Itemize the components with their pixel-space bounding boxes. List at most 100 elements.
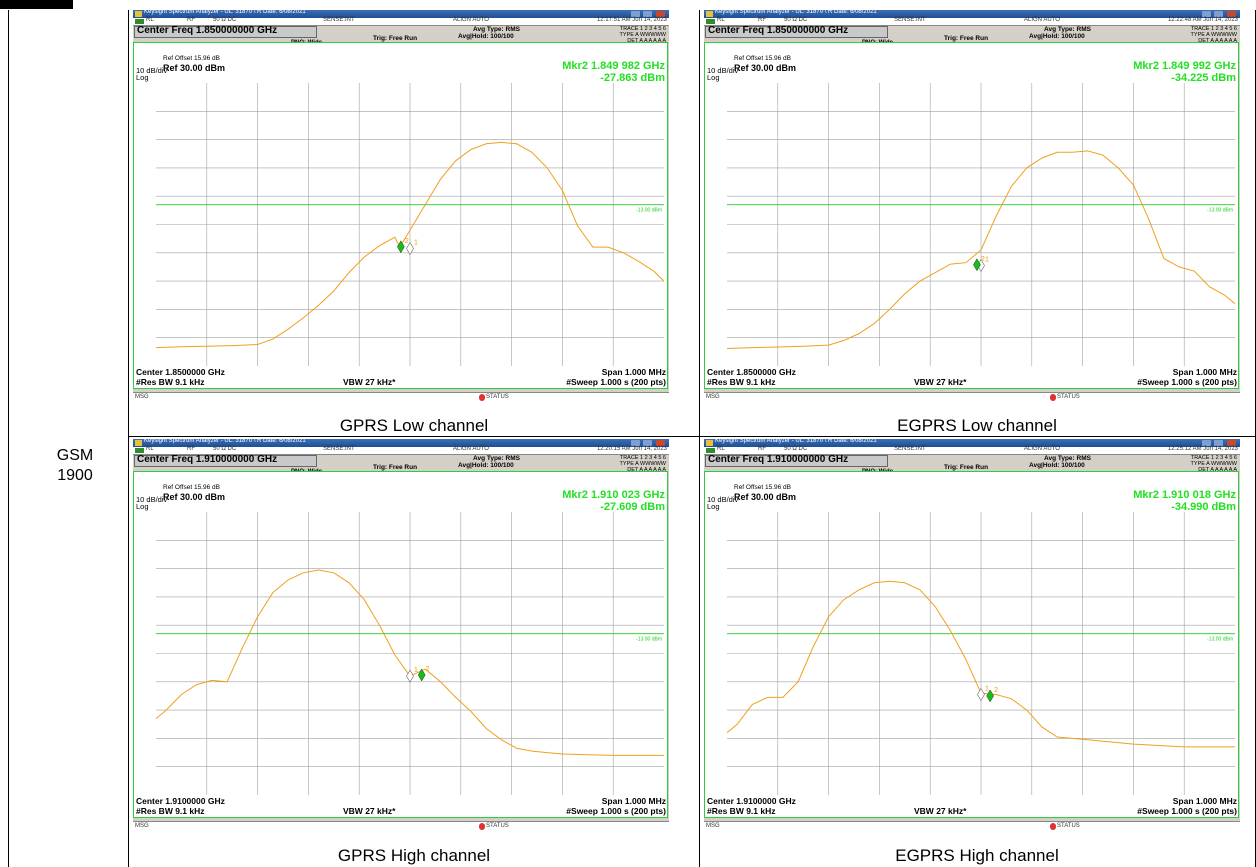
status-icon	[1050, 394, 1056, 401]
marker-1-diamond	[406, 669, 414, 683]
span-label: Span 1.000 MHz	[1172, 796, 1237, 806]
status-label: STATUS	[486, 823, 509, 829]
sweep-label: #Sweep 1.000 s (200 pts)	[1137, 806, 1237, 816]
center-label: Center 1.9100000 GHz	[707, 796, 796, 806]
center-freq-box[interactable]	[705, 455, 888, 467]
timestamp: 12:20:15 AM Jun 14, 2023	[596, 446, 667, 452]
spectrum-plot: 20.010.00.00-10.0-20.0-30.0-40.0-50.0-60…	[727, 83, 1235, 366]
sense-indicator: SENSE:INT	[894, 446, 926, 452]
type-indicator: TYPE A WWWWW	[1190, 32, 1237, 38]
vbw-label: VBW 27 kHz*	[914, 806, 967, 816]
scale-per-div: 10 dB/div	[136, 66, 168, 75]
ref-offset: Ref Offset 15.96 dB	[734, 484, 791, 491]
maximize-button[interactable]	[1214, 11, 1223, 17]
table-border-mid	[128, 436, 1256, 437]
minimize-button[interactable]	[1202, 11, 1211, 17]
marker-2-diamond	[973, 258, 981, 272]
res-bw-label: #Res BW 9.1 kHz	[707, 377, 776, 387]
minimize-button[interactable]	[631, 440, 640, 446]
marker-level: -27.609 dBm	[600, 501, 665, 513]
spectrum-plot: 20.010.00.00-10.0-20.0-30.0-40.0-50.0-60…	[156, 83, 664, 366]
center-freq-title: Center Freq 1.910000000 GHz	[708, 454, 849, 465]
close-button[interactable]	[656, 440, 665, 446]
timestamp: 12:25:12 AM Jun 14, 2023	[1167, 446, 1238, 452]
window-title: Keysight Spectrum Analyzer - UL: 31870 \…	[715, 10, 877, 15]
sense-indicator: SENSE:INT	[323, 446, 355, 452]
log-scale-label: Log	[707, 502, 720, 511]
maximize-button[interactable]	[643, 440, 652, 446]
window-titlebar: Keysight Spectrum Analyzer - UL: 31870 \…	[704, 10, 1240, 18]
timestamp: 12:17:51 AM Jun 14, 2023	[596, 17, 667, 23]
table-border-middle	[699, 10, 700, 867]
impedance-indicator: 50 Ω DC	[213, 446, 237, 452]
vbw-label: VBW 27 kHz*	[343, 806, 396, 816]
ref-level: Ref 30.00 dBm	[163, 492, 226, 502]
res-bw-label: #Res BW 9.1 kHz	[707, 806, 776, 816]
band-label-line2: 1900	[57, 467, 93, 484]
maximize-button[interactable]	[1214, 440, 1223, 446]
type-indicator: TYPE A WWWWW	[1190, 461, 1237, 467]
window-titlebar: Keysight Spectrum Analyzer - UL: 31870 \…	[704, 439, 1240, 447]
caption-egprs-high: EGPRS High channel	[895, 846, 1059, 865]
window-title: Keysight Spectrum Analyzer - UL: 31870 \…	[715, 439, 877, 444]
avg-type-label: Avg Type: RMS	[1044, 455, 1091, 462]
impedance-indicator: 50 Ω DC	[213, 17, 237, 23]
trace-line	[156, 141, 664, 349]
corner-tab	[0, 0, 73, 9]
app-icon	[135, 11, 142, 17]
marker-level: -27.863 dBm	[600, 72, 665, 84]
det-indicator: DET A A A A A A	[627, 467, 666, 473]
marker-2-label: 2	[426, 666, 430, 673]
avg-hold-label: Avg|Hold: 100/100	[1029, 462, 1085, 469]
timestamp: 12:22:48 AM Jun 14, 2023	[1167, 17, 1238, 23]
center-freq-box[interactable]	[134, 455, 317, 467]
ref-level: Ref 30.00 dBm	[734, 492, 797, 502]
status-icon	[479, 823, 485, 830]
status-label: STATUS	[1057, 823, 1080, 829]
instrument-status-line: RL RF 50 Ω DC SENSE:INT ALIGN AUTO 12:20:15 A…	[133, 446, 669, 455]
maximize-button[interactable]	[643, 11, 652, 17]
center-label: Center 1.9100000 GHz	[136, 796, 225, 806]
marker-2-label: 2	[994, 687, 998, 694]
ref-offset: Ref Offset 15.96 dB	[163, 484, 220, 491]
res-bw-label: #Res BW 9.1 kHz	[136, 377, 205, 387]
rl-indicator: RL	[146, 446, 154, 452]
status-label: STATUS	[486, 394, 509, 400]
trace-indicator: TRACE 1 2 3 4 5 6	[619, 26, 666, 32]
avg-type-label: Avg Type: RMS	[1044, 26, 1091, 33]
avg-hold-label: Avg|Hold: 100/100	[458, 33, 514, 40]
status-icon	[1050, 823, 1056, 830]
msg-label: MSG	[706, 394, 720, 400]
minimize-button[interactable]	[631, 11, 640, 17]
marker-2-label: 2	[981, 256, 985, 263]
sweep-label: #Sweep 1.000 s (200 pts)	[566, 806, 666, 816]
minimize-button[interactable]	[1202, 440, 1211, 446]
marker-1-label: 1	[414, 240, 418, 247]
lxi-badge	[135, 19, 144, 24]
center-freq-box[interactable]	[705, 26, 888, 38]
close-button[interactable]	[1227, 440, 1236, 446]
marker-1-diamond	[977, 688, 985, 702]
align-indicator: ALIGN AUTO	[1024, 17, 1060, 23]
rf-indicator: RF	[758, 446, 766, 452]
center-freq-box[interactable]	[134, 26, 317, 38]
close-button[interactable]	[656, 11, 665, 17]
display-line-label: -13.00 dBm	[1207, 208, 1233, 214]
caption-egprs-low: EGPRS Low channel	[897, 416, 1057, 435]
marker-2-label: 2	[405, 238, 409, 245]
ref-level: Ref 30.00 dBm	[734, 63, 797, 73]
log-scale-label: Log	[707, 73, 720, 82]
trig-label: Trig: Free Run	[944, 35, 989, 42]
instrument-status-line: RL RF 50 Ω DC SENSE:INT ALIGN AUTO 12:22:48 A…	[704, 17, 1240, 26]
res-bw-label: #Res BW 9.1 kHz	[136, 806, 205, 816]
close-button[interactable]	[1227, 11, 1236, 17]
align-indicator: ALIGN AUTO	[453, 446, 489, 452]
rf-indicator: RF	[758, 17, 766, 23]
trace-indicator: TRACE 1 2 3 4 5 6	[619, 455, 666, 461]
ref-level: Ref 30.00 dBm	[163, 63, 226, 73]
trace-line	[156, 569, 664, 756]
log-scale-label: Log	[136, 502, 149, 511]
lxi-badge	[706, 19, 715, 24]
center-label: Center 1.8500000 GHz	[707, 367, 796, 377]
trig-label: Trig: Free Run	[373, 35, 418, 42]
